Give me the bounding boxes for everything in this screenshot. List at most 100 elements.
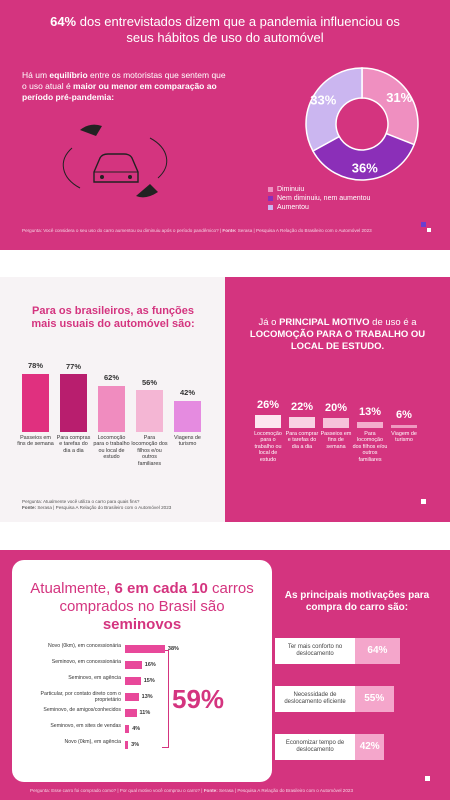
bar [255,415,281,428]
category-label: Para locomoção dos filhos e/ou outros fa… [131,435,168,467]
panel-pandemic: 64% dos entrevistados dizem que a pandem… [0,0,450,250]
usage-title: Para os brasileiros, as funções mais usu… [31,305,195,330]
bar [125,677,141,685]
category-label: Passeios em fins de semana [17,435,54,448]
car [93,153,139,183]
value-label: 38% [167,646,179,652]
footnote-text: Serasa | Pesquisa A Relação do Brasileir… [36,505,172,510]
subtitle-text: entre os motoristas que sentem que o uso… [22,70,226,91]
category-label: Seminovo, de amigos/conhecidos [43,707,121,713]
category-label: Seminovo, em concessionária [51,659,121,665]
footnote-strong: Fonte: [203,788,218,793]
subtitle: Há um equilíbrio entre os motoristas que… [22,70,232,103]
footnote-strong: Fonte: [222,228,237,233]
label-box [275,734,355,760]
category-label: Passeios em fins de semana [320,431,352,450]
legend-swatch [268,187,273,192]
arrow-arc [62,147,81,189]
headline-strong: 64% [50,14,77,29]
bar [174,400,201,432]
bar [125,709,137,717]
legend: Diminuiu Nem diminuiu, nem aumentou Aument… [268,185,370,212]
purchase-title-strong: seminovos [102,616,182,633]
value-label: 78% [27,361,43,370]
motive-title-text: de uso é a [369,317,417,328]
car-light [100,175,104,179]
bar [355,638,400,664]
bar [125,661,142,669]
bar [357,421,383,428]
panel-usage: Para os brasileiros, as funções mais usu… [0,277,450,522]
value-label: 3% [131,742,140,748]
arrow-arc [149,137,168,179]
value-label: 16% [144,662,156,668]
legend-swatch [268,196,273,201]
category-label: Locomoção para o trabalho ou local de es… [254,431,282,463]
footnote: Pergunta: Esse carro foi comprado como? … [30,788,420,794]
legend-item: Diminuiu [268,185,370,194]
purchase-title-strong: 6 em cada 10 [114,580,208,597]
category-label: Para comprar e tarefas do dia a dia [285,431,319,450]
legend-swatch [268,205,273,210]
footnote: Pergunta: Atualmente você utiliza o carr… [22,499,222,511]
value-label: 4% [132,726,141,732]
category-label: Novo (0km), em agência [64,739,121,745]
bar [355,686,394,712]
bracket [162,650,169,748]
donut-slice [311,132,416,181]
category-label: Para locomoção dos filhos e/ou outros fa… [352,431,388,463]
value-label: 20% [324,402,348,414]
logo-square [421,499,426,504]
slice-label: 31% [386,90,412,105]
donut-chart: 31% 36% 33% [305,67,419,181]
bar [22,373,49,432]
purchase-title-text: carros comprados no Brasil são [59,580,254,615]
footnote-text: Pergunta: Esse carro foi comprado como? … [30,788,204,793]
legend-label: Diminuiu [277,186,305,193]
motive-title: Já o PRINCIPAL MOTIVO de uso é a LOCOMOÇ… [245,317,430,353]
value-label: 56% [141,377,157,387]
category-label: Viagem de turismo [391,431,417,444]
footnote-text: Serasa | Pesquisa A Relação do Brasileir… [217,788,354,793]
motivation-title: As principais motivações para compra do … [284,590,430,613]
category-label: Locomoção para o trabalho ou local de es… [93,435,130,461]
category-label: Para compras e tarefas do dia a dia [56,435,91,454]
category-label: Ter mais conforto no deslocamento [287,644,343,657]
bar [323,418,349,428]
legend-label: Aumentou [277,204,309,211]
subtitle-strong: equilíbrio [49,70,88,80]
footnote-text: Pergunta: Você considera o seu uso do ca… [22,228,223,233]
motive-title-strong: LOCOMOÇÃO PARA O TRABALHO OU LOCAL DE ES… [249,329,426,352]
value-label: 11% [139,710,151,716]
footnote-strong: Fonte: [22,505,37,510]
logo-square [427,228,431,232]
bar [98,385,125,432]
label-box [275,686,355,712]
footnote-text: Serasa | Pesquisa A Relação do Brasileir… [236,228,372,233]
donut-slice [361,67,419,146]
category-label: Seminovo, em agência [68,675,121,681]
footnote-text: Pergunta: Atualmente você utiliza o carr… [22,499,140,504]
legend-label: Nem diminuiu, nem aumentou [277,195,371,202]
value-label: 64% [367,645,388,656]
legend-item: Nem diminuiu, nem aumentou [268,194,370,203]
bar [289,417,315,428]
headline: 64% dos entrevistados dizem que a pandem… [40,14,410,46]
value-label: 15% [143,678,155,684]
value-label: 55% [364,693,385,704]
footnote: Pergunta: Você considera o seu uso do ca… [22,228,412,234]
logo-square [425,776,430,781]
slice-label: 33% [310,93,336,108]
logo-square [421,222,426,227]
purchase-title: Atualmente, 6 em cada 10 carros comprado… [30,580,254,634]
value-label: 42% [179,388,195,397]
subtitle-strong: maior ou menor em comparação ao período … [22,81,217,102]
value-label: 22% [290,401,314,413]
panel-purchase: Atualmente, 6 em cada 10 carros comprado… [0,550,450,800]
value-label: 6% [396,409,412,421]
hand [136,184,158,198]
value-label: 62% [103,373,119,382]
label-box [275,638,355,664]
bar [125,725,130,733]
